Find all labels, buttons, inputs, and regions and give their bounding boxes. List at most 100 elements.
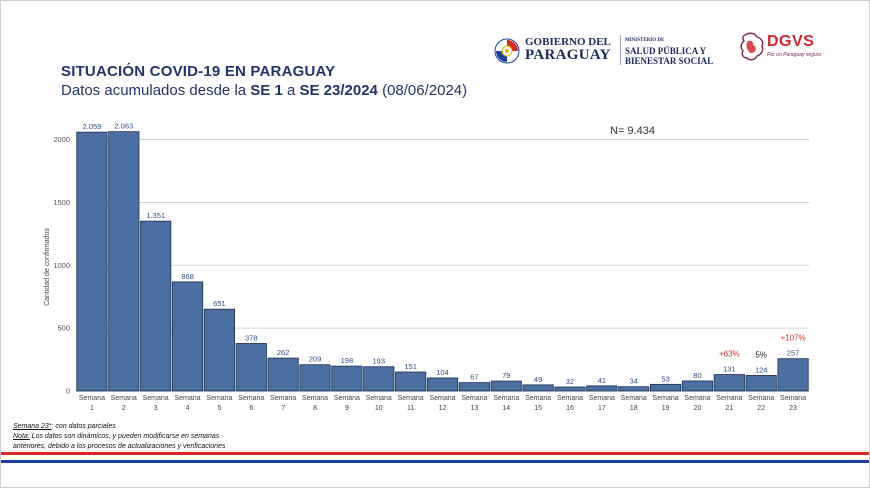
stripe-blue xyxy=(1,460,869,463)
y-tick-label: 0 xyxy=(66,387,70,396)
x-tick-label-word: Semana xyxy=(270,395,296,402)
dgvs-tagline: Por un Paraguay seguro xyxy=(767,52,822,58)
bar-value-label: 1.351 xyxy=(146,211,165,220)
bar xyxy=(267,357,299,392)
bar xyxy=(363,366,395,392)
x-tick-label-number: 19 xyxy=(662,405,670,412)
government-name-line2: PARAGUAY xyxy=(525,47,611,63)
total-count-label: N= 9.434 xyxy=(610,125,655,137)
x-tick-label-word: Semana xyxy=(111,395,137,402)
x-tick-label-word: Semana xyxy=(589,395,615,402)
x-tick-label-number: 14 xyxy=(502,405,510,412)
x-axis-ticks: Semana 1 Semana 2 Semana 3 Semana 4 Semana 5 Seman… xyxy=(79,395,806,412)
bar xyxy=(554,386,586,392)
bar xyxy=(522,384,554,392)
y-tick-label: 1500 xyxy=(53,198,70,207)
bar-value-label: 193 xyxy=(373,357,386,366)
value-labels: 2.059 2.063 1.351 868 651 378 262 209 198 193 151 1… xyxy=(83,122,800,386)
bar xyxy=(458,382,490,392)
bar-value-label: 868 xyxy=(181,272,194,281)
government-name: GOBIERNO DEL PARAGUAY xyxy=(525,36,611,63)
dgvs-map-icon xyxy=(740,32,764,61)
bar-value-label: 209 xyxy=(309,355,322,364)
bar-value-label: 53 xyxy=(661,374,669,383)
x-tick-label-word: Semana xyxy=(493,395,519,402)
x-tick-label-number: 12 xyxy=(439,405,447,412)
growth-annotation: 5% xyxy=(755,350,767,359)
bar-value-label: 49 xyxy=(534,375,542,384)
x-tick-label-number: 21 xyxy=(725,405,733,412)
bar xyxy=(76,131,108,392)
x-tick-label-word: Semana xyxy=(557,395,583,402)
dgvs-wordmark: DGVS xyxy=(767,33,815,50)
x-tick-label-number: 4 xyxy=(186,405,190,412)
bar xyxy=(299,364,331,392)
x-tick-label-number: 20 xyxy=(694,405,702,412)
x-tick-label-word: Semana xyxy=(302,395,328,402)
subtitle-week-end: SE 23/2024 xyxy=(299,82,378,99)
bar-value-label: 198 xyxy=(341,356,354,365)
x-tick-label-word: Semana xyxy=(238,395,264,402)
bar xyxy=(395,371,427,392)
paraguay-seal-icon xyxy=(494,38,520,64)
x-tick-label-word: Semana xyxy=(79,395,105,402)
page-subtitle: Datos acumulados desde la SE 1 a SE 23/2… xyxy=(61,82,467,99)
bar xyxy=(490,380,522,392)
page-title: SITUACIÓN COVID-19 EN PARAGUAY xyxy=(61,63,336,80)
bar xyxy=(586,385,618,392)
x-tick-label-word: Semana xyxy=(653,395,679,402)
x-tick-label-number: 16 xyxy=(566,405,574,412)
bar-value-label: 124 xyxy=(755,365,768,374)
government-logo: GOBIERNO DEL PARAGUAY xyxy=(491,35,621,69)
bar-value-label: 2.059 xyxy=(83,122,102,131)
x-tick-label-word: Semana xyxy=(684,395,710,402)
x-tick-label-number: 18 xyxy=(630,405,638,412)
footnote-partial-text: : con datos parciales xyxy=(51,423,116,430)
bar-value-label: 67 xyxy=(470,373,478,382)
x-tick-label-number: 8 xyxy=(313,405,317,412)
ministry-line1: MINISTERIO DE xyxy=(625,38,665,43)
flag-stripes xyxy=(1,452,869,464)
x-tick-label-word: Semana xyxy=(175,395,201,402)
x-tick-label-number: 11 xyxy=(407,405,414,412)
growth-annotation: +63% xyxy=(719,350,740,359)
x-tick-label-number: 5 xyxy=(217,405,221,412)
x-tick-label-word: Semana xyxy=(716,395,742,402)
annotations: +63% 5% +107% xyxy=(719,334,806,360)
y-tick-label: 500 xyxy=(57,324,70,333)
footnote-note-text: Los datos son dinámicos, y pueden modifi… xyxy=(29,433,220,440)
bar xyxy=(426,377,459,392)
ministry-line3: BIENESTAR SOCIAL xyxy=(625,56,714,66)
footnotes: Semana 23*: con datos parciales Nota: Lo… xyxy=(13,422,225,452)
bar-value-label: 34 xyxy=(630,377,638,386)
x-tick-label-number: 15 xyxy=(534,405,542,412)
x-tick-label-word: Semana xyxy=(334,395,360,402)
stripe-red xyxy=(1,452,869,455)
x-tick-label-number: 9 xyxy=(345,405,349,412)
ministry-line2: SALUD PÚBLICA Y xyxy=(625,46,707,56)
bar xyxy=(713,374,745,392)
y-tick-label: 1000 xyxy=(53,261,70,270)
footnote-partial-label: Semana 23* xyxy=(13,423,52,430)
government-name-line1: GOBIERNO DEL xyxy=(525,36,611,48)
bars xyxy=(76,131,809,392)
x-tick-label-word: Semana xyxy=(748,395,774,402)
x-tick-label-number: 3 xyxy=(154,405,158,412)
x-tick-label-number: 10 xyxy=(375,405,383,412)
x-tick-label-number: 2 xyxy=(122,405,126,412)
header-logos: GOBIERNO DEL PARAGUAY MINISTERIO DE SALU… xyxy=(491,31,831,71)
x-tick-label-word: Semana xyxy=(206,395,232,402)
subtitle-date: (08/06/2024) xyxy=(377,82,468,99)
bar-value-label: 151 xyxy=(404,362,417,371)
bar-value-label: 79 xyxy=(502,371,510,380)
x-tick-label-number: 22 xyxy=(757,405,765,412)
ministry-name: MINISTERIO DE SALUD PÚBLICA Y BIENESTAR … xyxy=(625,36,713,66)
x-tick-label-word: Semana xyxy=(525,395,551,402)
bar xyxy=(203,308,235,392)
subtitle-text-mid: a xyxy=(282,82,300,99)
bar xyxy=(618,386,650,392)
logo-divider xyxy=(620,35,621,65)
footnote-partial-week: Semana 23*: con datos parciales xyxy=(13,422,225,432)
